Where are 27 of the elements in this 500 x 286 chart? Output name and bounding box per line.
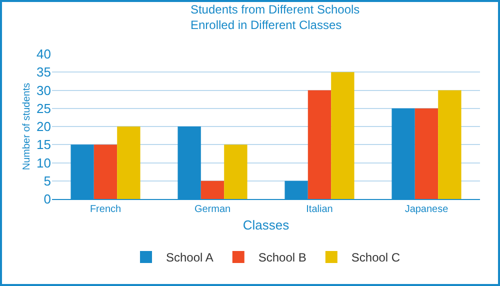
x-tick-label: French xyxy=(90,204,122,215)
y-tick-label: 10 xyxy=(36,155,51,170)
bar xyxy=(117,126,140,199)
bar xyxy=(331,72,354,199)
legend-label: School A xyxy=(166,250,214,265)
y-tick-label: 40 xyxy=(36,46,51,62)
y-axis-title: Number of students xyxy=(22,82,33,170)
x-axis-title: Classes xyxy=(242,218,290,233)
y-tick-label: 15 xyxy=(36,137,51,152)
bar xyxy=(224,144,248,199)
bar xyxy=(438,90,462,199)
bar xyxy=(94,144,118,199)
y-tick-label: 0 xyxy=(44,192,51,207)
y-tick-label: 25 xyxy=(36,100,51,116)
chart-title: Students from Different Schools Enrolled in Different Classes xyxy=(190,2,360,32)
y-tick-label: 20 xyxy=(36,119,51,134)
bar xyxy=(414,108,438,199)
legend-label: School C xyxy=(351,250,400,265)
bar xyxy=(308,90,332,199)
x-tick-label: German xyxy=(194,204,231,215)
y-tick-label: 35 xyxy=(36,64,51,80)
y-tick-label: 5 xyxy=(44,173,51,188)
legend-label: School B xyxy=(258,250,306,265)
x-tick-label: Japanese xyxy=(404,204,449,215)
y-tick-label: 30 xyxy=(36,82,51,98)
bar xyxy=(200,180,224,199)
x-tick-label: Italian xyxy=(306,204,333,215)
